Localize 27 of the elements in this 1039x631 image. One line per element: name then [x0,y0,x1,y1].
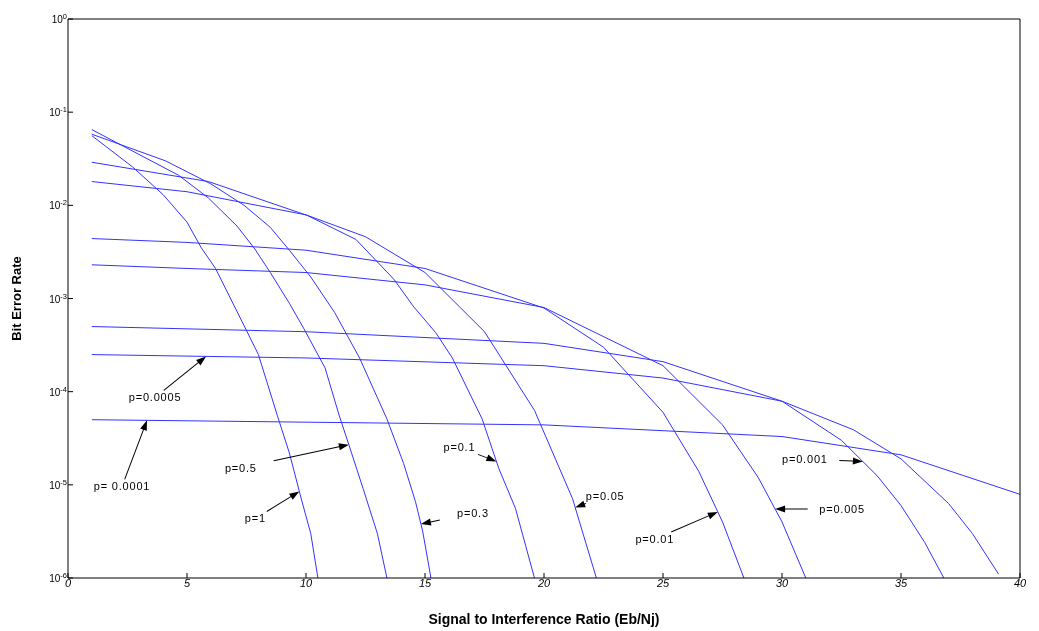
annotation: p=0.001 [782,452,828,465]
x-tick-label: 30 [775,577,789,589]
y-tick-label: 10$^{-1}$ [49,104,67,119]
annotation: p=0.3 [457,507,489,520]
annotation: p=0.01 [635,532,675,545]
x-tick-label: 5 [183,577,191,589]
y-tick-label: 10$^{-3}$ [49,291,67,305]
y-tick-label: 10$^{-4}$ [49,384,67,398]
x-tick-label: 25 [655,577,670,589]
annotation: p=0.0005 [128,391,182,404]
annotation: p= 0.0001 [93,480,151,493]
y-tick-label: 10$^{-5}$ [49,477,67,491]
x-axis-title: Signal to Interference Ratio (Eb/Nj) [428,611,660,627]
y-axis-title: Bit Error Rate [8,256,24,341]
x-tick-label: 35 [894,577,908,589]
annotation: p=0.5 [224,461,257,474]
annotation: p=1 [244,512,266,525]
x-tick-label: 20 [536,577,551,589]
x-tick-label: 10 [299,577,313,589]
y-tick-label: 10$^{0}$ [51,11,67,25]
annotation: p=0.1 [443,441,476,454]
x-tick-label: 40 [1013,577,1027,589]
x-tick-label: 0 [64,577,72,589]
x-tick-label: 15 [418,577,432,589]
annotation: p=0.005 [819,503,865,516]
annotation: p=0.05 [585,490,625,503]
y-tick-label: 10$^{-2}$ [49,197,67,212]
